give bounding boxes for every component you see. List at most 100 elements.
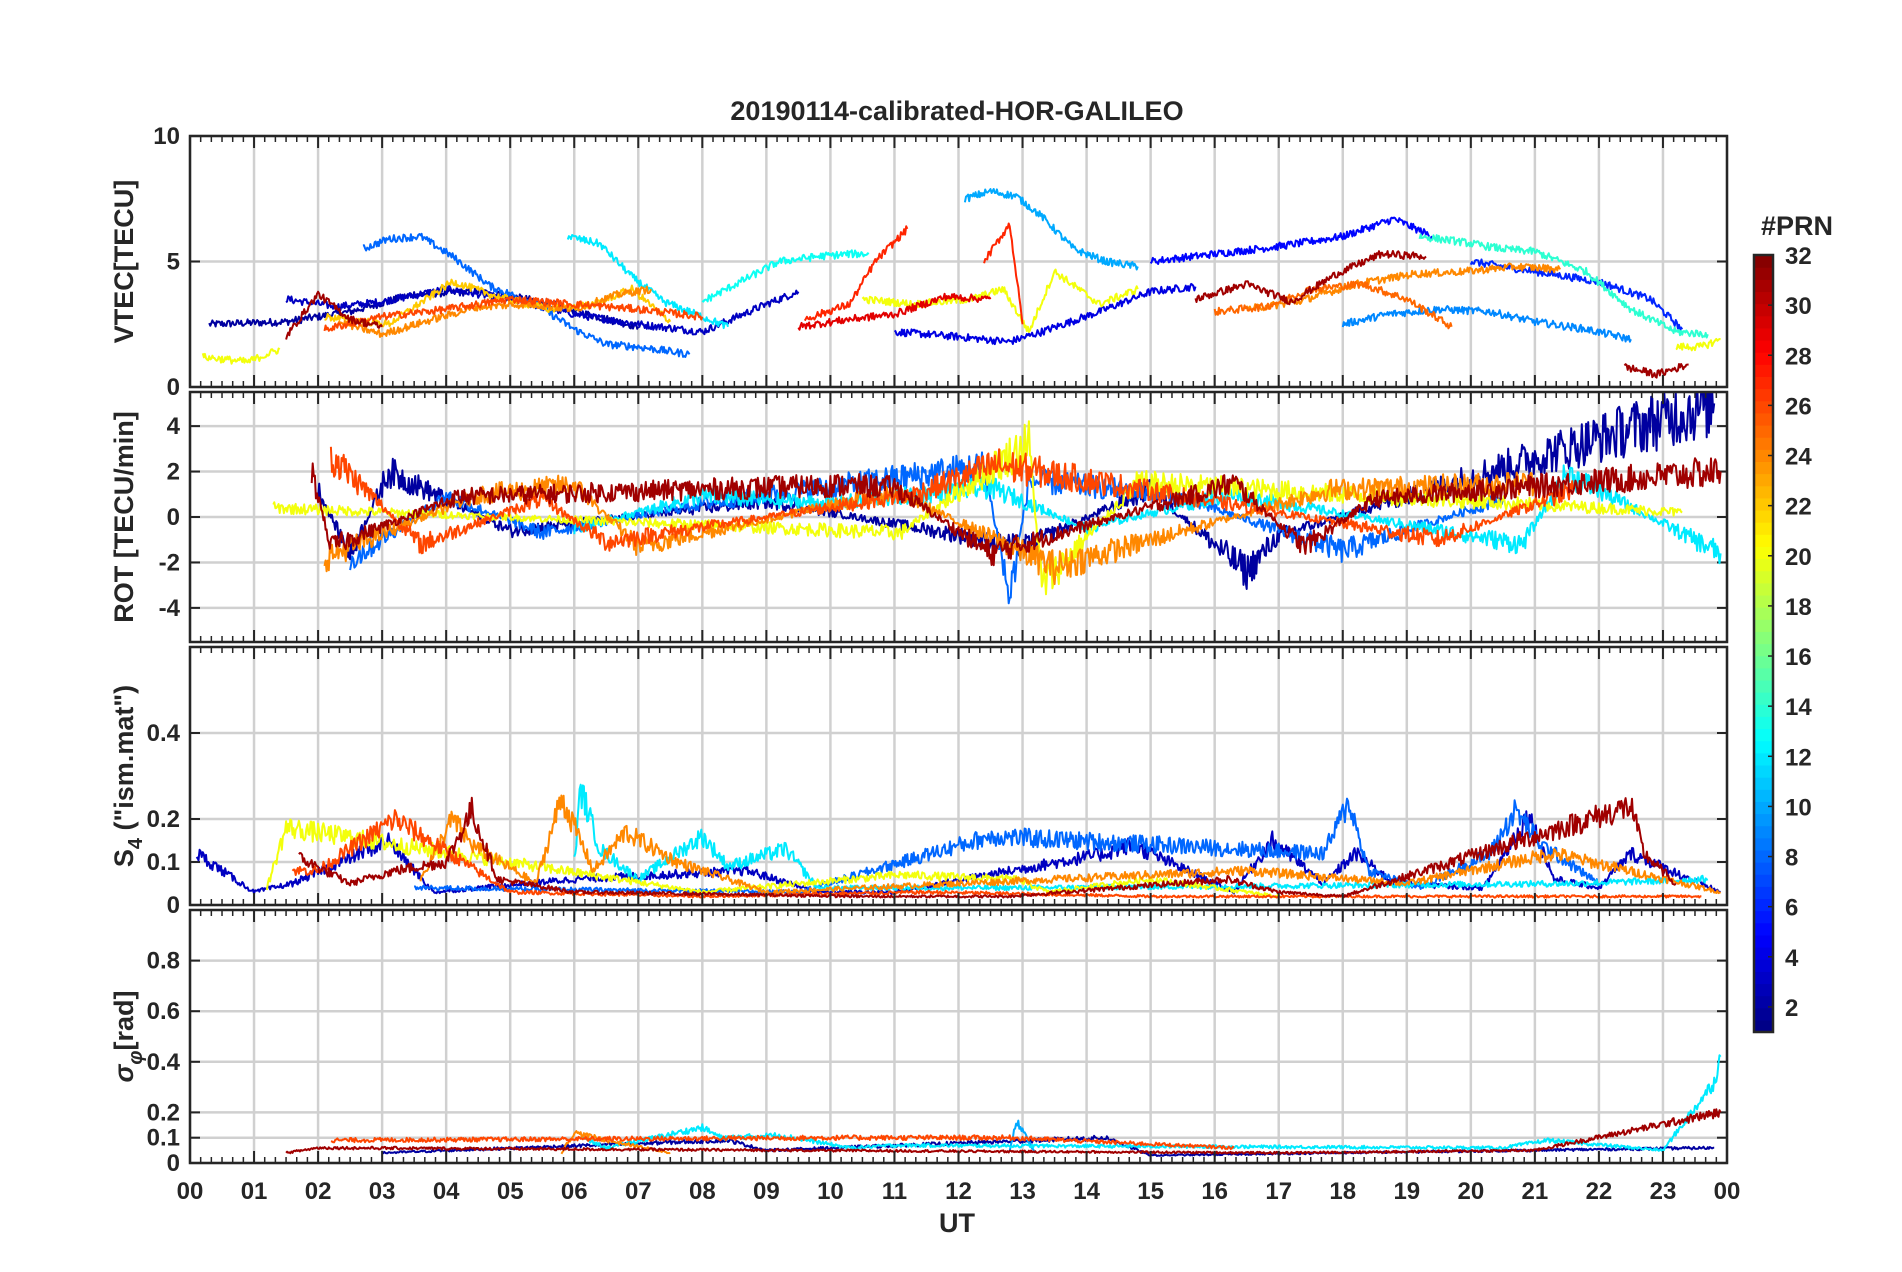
y-axis-label: σφ[rad] bbox=[109, 991, 147, 1083]
colorbar-swatch bbox=[1754, 279, 1773, 293]
x-tick-label: 17 bbox=[1265, 1178, 1292, 1205]
colorbar-swatch bbox=[1754, 922, 1773, 936]
x-tick-label: 15 bbox=[1137, 1178, 1164, 1205]
x-tick-label: 06 bbox=[561, 1178, 588, 1205]
x-tick-label: 01 bbox=[241, 1178, 268, 1205]
colorbar-swatch bbox=[1754, 837, 1773, 851]
colorbar-swatch bbox=[1754, 995, 1773, 1009]
traces bbox=[285, 1054, 1722, 1157]
colorbar-tick-label: 10 bbox=[1785, 794, 1812, 821]
y-axis-label-rest: ("ism.mat") bbox=[109, 685, 139, 838]
y-axis-label-rest: [rad] bbox=[109, 991, 139, 1051]
colorbar-swatch bbox=[1754, 497, 1773, 511]
colorbar-swatch bbox=[1754, 449, 1773, 462]
colorbar-swatch bbox=[1754, 813, 1773, 827]
colorbar-swatch bbox=[1754, 655, 1773, 669]
trace-prn-31 bbox=[1194, 250, 1427, 305]
colorbar-swatch bbox=[1754, 789, 1773, 802]
colorbar-swatch bbox=[1754, 692, 1773, 705]
y-axis-label: ROT [TECU/min] bbox=[109, 411, 139, 622]
x-tick-label: 08 bbox=[689, 1178, 716, 1205]
colorbar-swatch bbox=[1754, 764, 1773, 778]
panel-frame bbox=[188, 390, 1729, 644]
colorbar-tick-label: 18 bbox=[1785, 594, 1812, 621]
colorbar-swatch bbox=[1754, 473, 1773, 487]
trace-prn-24 bbox=[419, 794, 1722, 895]
colorbar-swatch bbox=[1754, 728, 1773, 742]
x-tick-label: 09 bbox=[753, 1178, 780, 1205]
colorbar-swatch bbox=[1754, 267, 1773, 280]
x-tick-label: 19 bbox=[1393, 1178, 1420, 1205]
traces bbox=[195, 783, 1722, 899]
trace-prn-26 bbox=[291, 809, 1702, 899]
colorbar-swatch bbox=[1754, 594, 1773, 608]
trace-prn-8 bbox=[349, 451, 1504, 605]
colorbar-swatch bbox=[1754, 461, 1773, 475]
colorbar-tick-label: 28 bbox=[1785, 343, 1812, 370]
trace-prn-31 bbox=[298, 796, 1677, 899]
colorbar-swatch bbox=[1754, 388, 1773, 402]
x-tick-label: 04 bbox=[433, 1178, 460, 1205]
colorbar-tick-label: 22 bbox=[1785, 494, 1812, 521]
trace-prn-10 bbox=[963, 188, 1139, 271]
colorbar-swatch bbox=[1754, 959, 1773, 972]
colorbar-swatch bbox=[1754, 862, 1773, 875]
chart-title: 20190114-calibrated-HOR-GALILEO bbox=[730, 96, 1183, 126]
y-tick-label: 4 bbox=[167, 413, 181, 440]
colorbar-swatch bbox=[1754, 983, 1773, 997]
y-tick-label: 0.2 bbox=[147, 806, 180, 833]
y-tick-label: 0 bbox=[167, 374, 180, 401]
x-tick-label: 10 bbox=[817, 1178, 844, 1205]
panel-frame bbox=[188, 908, 1729, 1165]
x-tick-label: 00 bbox=[177, 1178, 204, 1205]
trace-prn-14 bbox=[1418, 233, 1709, 339]
trace-prn-26 bbox=[329, 446, 1575, 555]
colorbar-swatch bbox=[1754, 546, 1773, 560]
trace-prn-9 bbox=[1341, 305, 1632, 343]
trace-prn-24 bbox=[323, 471, 1536, 586]
x-tick-label: 14 bbox=[1073, 1178, 1100, 1205]
colorbar-swatch bbox=[1754, 364, 1773, 378]
y-tick-label: 0.4 bbox=[147, 720, 181, 747]
colorbar-tick-label: 2 bbox=[1785, 995, 1798, 1022]
trace-prn-3 bbox=[285, 284, 800, 336]
colorbar-swatch bbox=[1754, 667, 1773, 681]
trace-prn-12 bbox=[573, 464, 1722, 565]
colorbar-tick-label: 8 bbox=[1785, 845, 1798, 872]
y-tick-label: -2 bbox=[159, 549, 180, 576]
colorbar-tick-label: 26 bbox=[1785, 393, 1812, 420]
colorbar-swatch bbox=[1754, 752, 1773, 766]
colorbar-swatch bbox=[1754, 1007, 1773, 1021]
colorbar-swatch bbox=[1754, 631, 1773, 645]
y-axis-label: S4 ("ism.mat") bbox=[109, 685, 147, 867]
panel-frame bbox=[188, 134, 1729, 389]
colorbar-swatch bbox=[1754, 376, 1773, 390]
y-axis-label-sub: 4 bbox=[125, 837, 147, 849]
trace-prn-27 bbox=[803, 225, 909, 322]
colorbar-swatch bbox=[1754, 582, 1773, 596]
y-axis-label: VTEC[TECU] bbox=[109, 180, 139, 344]
x-tick-label: 02 bbox=[305, 1178, 332, 1205]
colorbar-tick-label: 30 bbox=[1785, 293, 1812, 320]
trace-prn-31 bbox=[310, 457, 1722, 567]
colorbar-swatch bbox=[1754, 777, 1773, 790]
colorbar-swatch bbox=[1754, 934, 1773, 948]
x-tick-label: 07 bbox=[625, 1178, 652, 1205]
colorbar-swatch bbox=[1754, 898, 1773, 912]
colorbar-swatch bbox=[1754, 522, 1773, 535]
colorbar-swatch bbox=[1754, 509, 1773, 523]
y-tick-label: 0.8 bbox=[147, 948, 180, 975]
colorbar-swatch bbox=[1754, 716, 1773, 730]
y-tick-label: -4 bbox=[159, 595, 181, 622]
colorbar-swatch bbox=[1754, 874, 1773, 887]
trace-prn-20 bbox=[1675, 337, 1721, 352]
colorbar-swatch bbox=[1754, 1019, 1773, 1033]
trace-prn-20 bbox=[201, 347, 281, 365]
colorbar-swatch bbox=[1754, 801, 1773, 815]
y-axis-label-main: σ bbox=[109, 1064, 139, 1083]
colorbar-swatch bbox=[1754, 437, 1773, 450]
panel-3: 00.10.20.4S4 ("ism.mat") bbox=[109, 645, 1729, 919]
trace-prn-4 bbox=[893, 282, 1197, 346]
y-tick-label: 0.1 bbox=[147, 1125, 180, 1152]
